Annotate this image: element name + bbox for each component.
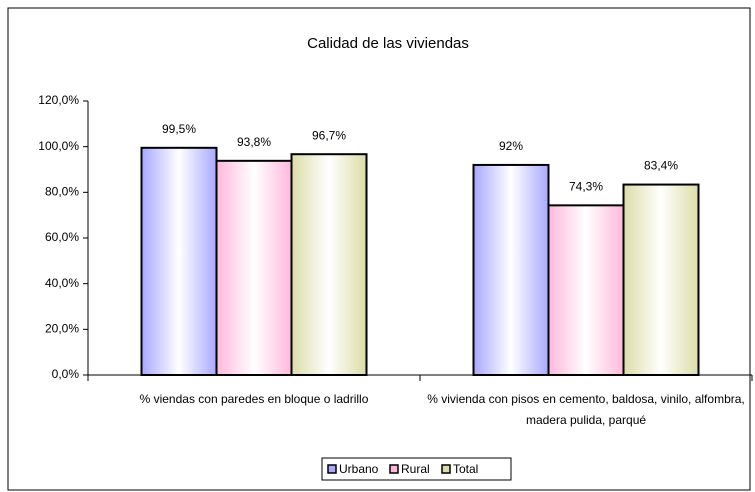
value-label: 99,5% — [162, 122, 196, 136]
bar — [215, 159, 293, 376]
y-tick-label: 40,0% — [45, 276, 79, 290]
legend-swatch — [327, 464, 337, 474]
legend-swatch — [441, 464, 451, 474]
value-label: 74,3% — [569, 180, 603, 194]
legend-label: Total — [453, 462, 478, 476]
value-label: 93,8% — [237, 135, 271, 149]
x-tick-label: % viendas con paredes en bloque o ladril… — [139, 392, 369, 406]
bar — [547, 204, 625, 376]
y-tick-label: 0,0% — [52, 367, 80, 381]
y-tick-label: 120,0% — [38, 93, 79, 107]
bar — [140, 146, 218, 376]
value-label: 92% — [499, 139, 523, 153]
chart-title: Calidad de las viviendas — [307, 35, 469, 52]
value-label: 83,4% — [644, 159, 678, 173]
x-tick-label: % vivienda con pisos en cemento, baldosa… — [427, 392, 745, 427]
legend-label: Urbano — [339, 462, 379, 476]
y-tick-label: 80,0% — [45, 185, 79, 199]
bar — [472, 163, 550, 376]
y-tick-label: 100,0% — [38, 139, 79, 153]
value-label: 96,7% — [312, 128, 346, 142]
legend-label: Rural — [401, 462, 430, 476]
y-tick-label: 20,0% — [45, 322, 79, 336]
legend-swatch — [389, 464, 399, 474]
bar — [622, 183, 700, 376]
bar — [290, 153, 368, 376]
legend-box — [321, 457, 512, 481]
y-tick-label: 60,0% — [45, 230, 79, 244]
